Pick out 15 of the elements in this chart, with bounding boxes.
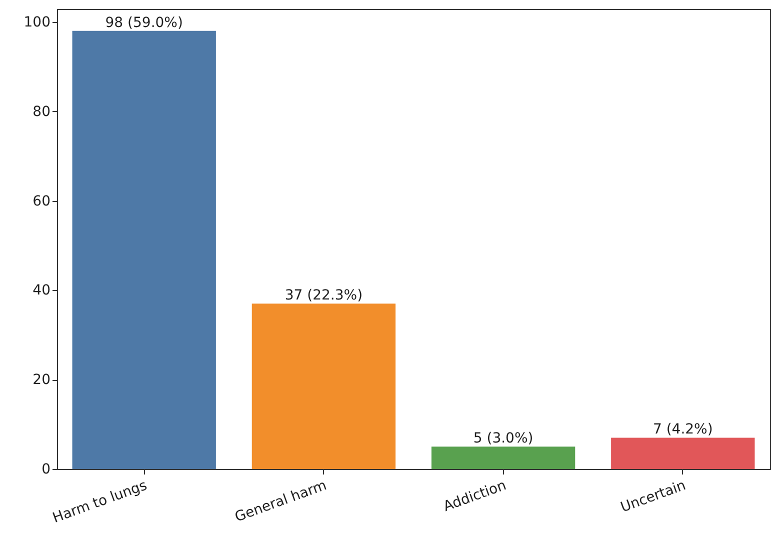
y-tick-label: 40 <box>32 282 50 299</box>
bar <box>431 446 576 469</box>
data-label: 98 (59.0%) <box>105 14 183 31</box>
bar <box>611 438 755 469</box>
y-tick-label: 0 <box>42 462 50 478</box>
y-tick-label: 100 <box>24 14 50 30</box>
bar <box>72 30 216 469</box>
bar <box>252 304 396 469</box>
data-label: 5 (3.0%) <box>473 430 534 447</box>
y-tick-label: 60 <box>32 193 50 210</box>
data-label: 7 (4.2%) <box>652 422 713 438</box>
data-label: 37 (22.3%) <box>284 288 363 304</box>
y-tick-label: 80 <box>32 104 50 120</box>
y-tick-label: 20 <box>32 372 50 388</box>
x-tick-label: Harm to lungs <box>50 478 150 526</box>
